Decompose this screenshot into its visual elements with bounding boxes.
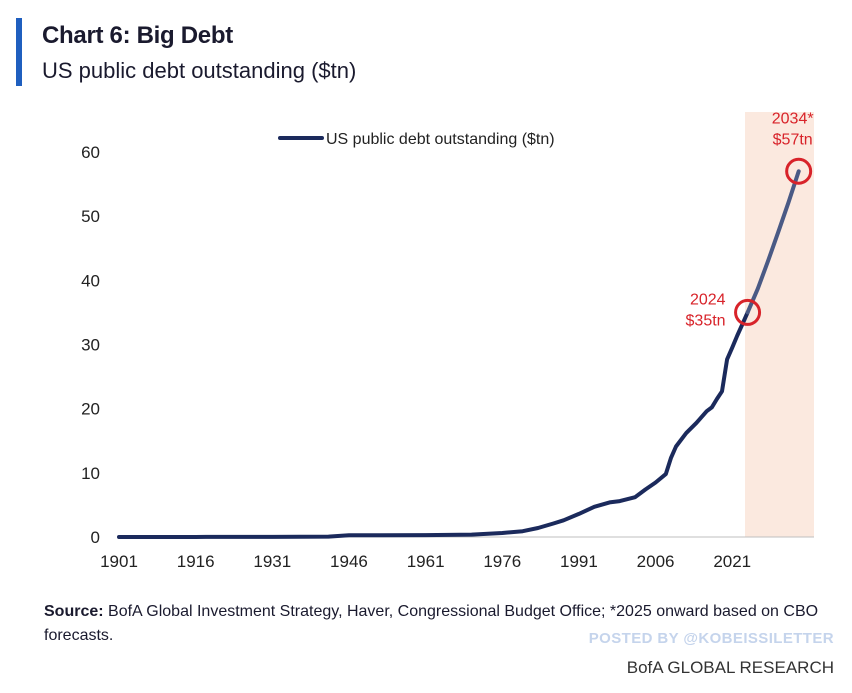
x-tick-label: 1901 bbox=[100, 552, 138, 571]
highlight-circle bbox=[785, 157, 813, 185]
source-note: Source: BofA Global Investment Strategy,… bbox=[44, 600, 834, 648]
legend-label: US public debt outstanding ($tn) bbox=[326, 131, 555, 148]
y-axis-ticks: 0 10 20 30 40 50 60 bbox=[81, 143, 100, 547]
chart-title: Chart 6: Big Debt bbox=[42, 22, 233, 49]
x-tick-label: 1991 bbox=[560, 552, 598, 571]
brand-footer: BofA GLOBAL RESEARCH bbox=[626, 658, 834, 677]
debt-line-chart: 1901 1916 1931 1946 1961 1976 1991 2006 2021 0 10… bbox=[81, 110, 814, 571]
x-tick-label: 2006 bbox=[637, 552, 675, 571]
legend: US public debt outstanding ($tn) bbox=[278, 131, 555, 148]
x-tick-label: 1916 bbox=[177, 552, 215, 571]
annotations-group: 2024 $35tn 2034* $57tn bbox=[686, 110, 814, 329]
annotation-year: 2034* bbox=[772, 110, 814, 127]
y-tick-label: 30 bbox=[81, 336, 100, 355]
forecast-shaded-region bbox=[745, 112, 814, 537]
title-accent-bar bbox=[16, 18, 22, 86]
chart-subtitle: US public debt outstanding ($tn) bbox=[42, 58, 357, 83]
y-tick-label: 0 bbox=[91, 528, 100, 547]
x-tick-label: 2021 bbox=[713, 552, 751, 571]
y-tick-label: 20 bbox=[81, 400, 100, 419]
annotation-value: $35tn bbox=[686, 312, 726, 329]
annotation-value: $57tn bbox=[773, 131, 813, 148]
highlight-circle bbox=[734, 298, 762, 326]
x-tick-label: 1946 bbox=[330, 552, 368, 571]
y-tick-label: 10 bbox=[81, 464, 100, 483]
source-text: BofA Global Investment Strategy, Haver, … bbox=[44, 603, 819, 644]
series-group bbox=[117, 169, 801, 539]
x-tick-label: 1961 bbox=[407, 552, 445, 571]
debt-line-projection bbox=[745, 169, 801, 315]
source-label: Source: bbox=[44, 603, 104, 620]
x-tick-label: 1931 bbox=[253, 552, 291, 571]
y-tick-label: 60 bbox=[81, 143, 100, 162]
y-tick-label: 50 bbox=[81, 207, 100, 226]
watermark: POSTED BY @KOBEISSILETTER bbox=[588, 630, 834, 647]
x-axis-ticks: 1901 1916 1931 1946 1961 1976 1991 2006 2021 bbox=[100, 552, 751, 571]
annotation-year: 2024 bbox=[690, 291, 726, 308]
y-tick-label: 40 bbox=[81, 271, 100, 290]
x-tick-label: 1976 bbox=[483, 552, 521, 571]
debt-line-historical bbox=[117, 310, 750, 539]
